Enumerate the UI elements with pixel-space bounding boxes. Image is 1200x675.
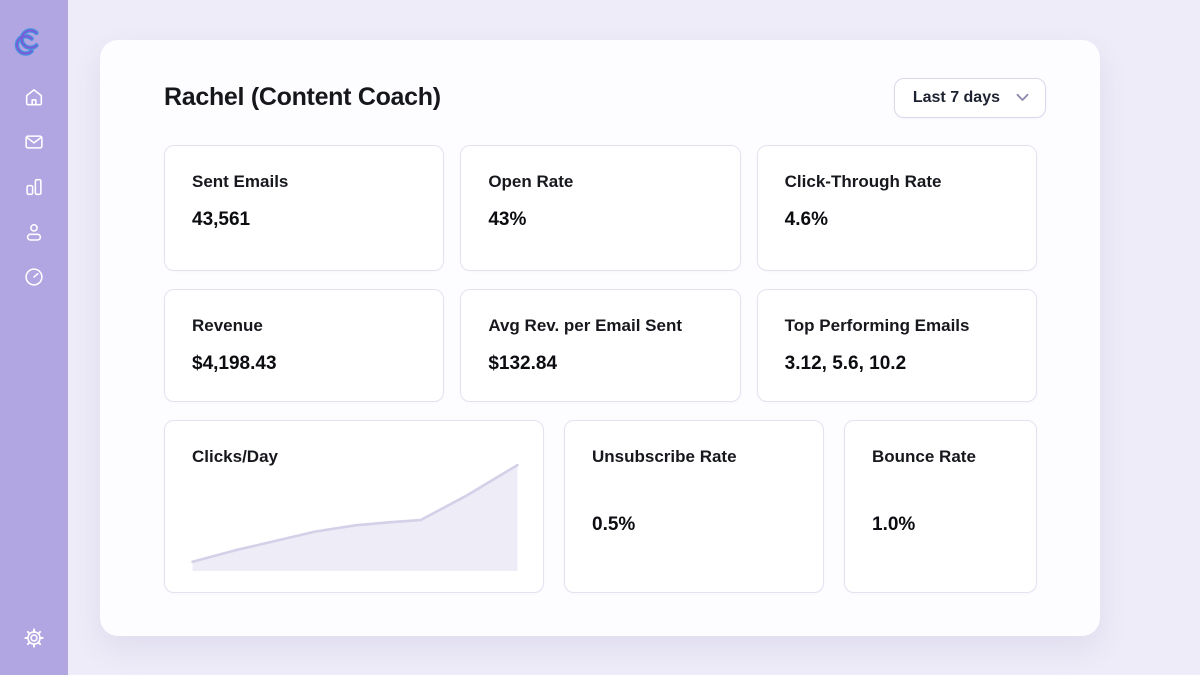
sidebar-item-mail[interactable] — [22, 130, 46, 154]
sidebar-item-profile[interactable] — [22, 220, 46, 244]
stats-grid: Sent Emails 43,561 Open Rate 43% Click-T… — [164, 145, 1037, 593]
home-icon — [25, 89, 43, 106]
bar-chart-icon — [26, 178, 42, 196]
s-curve-logo-icon — [14, 28, 39, 56]
stat-card-sent-emails: Sent Emails 43,561 — [164, 145, 445, 271]
mail-icon — [25, 135, 43, 149]
stat-value: 43,561 — [192, 209, 251, 230]
stat-label: Unsubscribe Rate — [592, 447, 737, 466]
stat-value: $4,198.43 — [192, 353, 277, 374]
stat-value: 1.0% — [872, 514, 916, 535]
clicks-area-chart — [191, 463, 519, 571]
sidebar-item-history[interactable] — [22, 265, 46, 289]
dashboard-panel: Rachel (Content Coach) Last 7 days Sent … — [100, 40, 1100, 636]
clicks-per-day-card: Clicks/Day — [164, 420, 544, 593]
stats-row-1: Sent Emails 43,561 Open Rate 43% Click-T… — [164, 145, 1037, 271]
sidebar — [0, 0, 68, 675]
person-icon — [26, 223, 42, 241]
clock-icon — [25, 268, 43, 286]
stat-label: Revenue — [192, 316, 263, 335]
stat-value: 4.6% — [784, 209, 828, 230]
stat-value: 43% — [488, 209, 527, 230]
stat-card-open-rate: Open Rate 43% — [460, 145, 741, 271]
stat-label: Click-Through Rate — [784, 172, 942, 191]
stat-card-bounce-rate: Bounce Rate 1.0% — [844, 420, 1037, 593]
stat-card-unsubscribe-rate: Unsubscribe Rate 0.5% — [564, 420, 824, 593]
stat-label: Sent Emails — [192, 172, 289, 191]
page-title: Rachel (Content Coach) — [164, 83, 441, 111]
chevron-down-icon — [1016, 93, 1029, 102]
stat-label: Open Rate — [488, 172, 574, 191]
stat-value: 3.12, 5.6, 10.2 — [784, 353, 907, 374]
stat-card-revenue: Revenue $4,198.43 — [164, 289, 445, 402]
stat-value: 0.5% — [592, 514, 636, 535]
stat-label: Bounce Rate — [872, 447, 976, 466]
stat-card-avg-revenue: Avg Rev. per Email Sent $132.84 — [460, 289, 741, 402]
stat-value: $132.84 — [488, 353, 558, 374]
stats-row-2: Revenue $4,198.43 Avg Rev. per Email Sen… — [164, 289, 1037, 402]
sidebar-item-settings[interactable] — [22, 626, 46, 650]
chart-title: Clicks/Day — [192, 447, 278, 466]
stat-label: Top Performing Emails — [784, 316, 970, 335]
stat-card-click-through-rate: Click-Through Rate 4.6% — [756, 145, 1037, 271]
sidebar-nav — [22, 85, 46, 626]
date-range-value: Last 7 days — [912, 88, 1000, 106]
date-range-dropdown[interactable]: Last 7 days — [893, 77, 1046, 118]
sidebar-item-analytics[interactable] — [22, 175, 46, 199]
sidebar-item-home[interactable] — [22, 85, 46, 109]
app-logo[interactable] — [9, 21, 59, 63]
stat-label: Avg Rev. per Email Sent — [488, 316, 683, 335]
stat-card-top-performing: Top Performing Emails 3.12, 5.6, 10.2 — [756, 289, 1037, 402]
dashboard-header: Rachel (Content Coach) Last 7 days — [164, 40, 1046, 124]
gear-icon — [24, 628, 44, 648]
stats-row-3: Clicks/Day Unsubscribe Rate 0.5% Bounce … — [164, 420, 1037, 593]
